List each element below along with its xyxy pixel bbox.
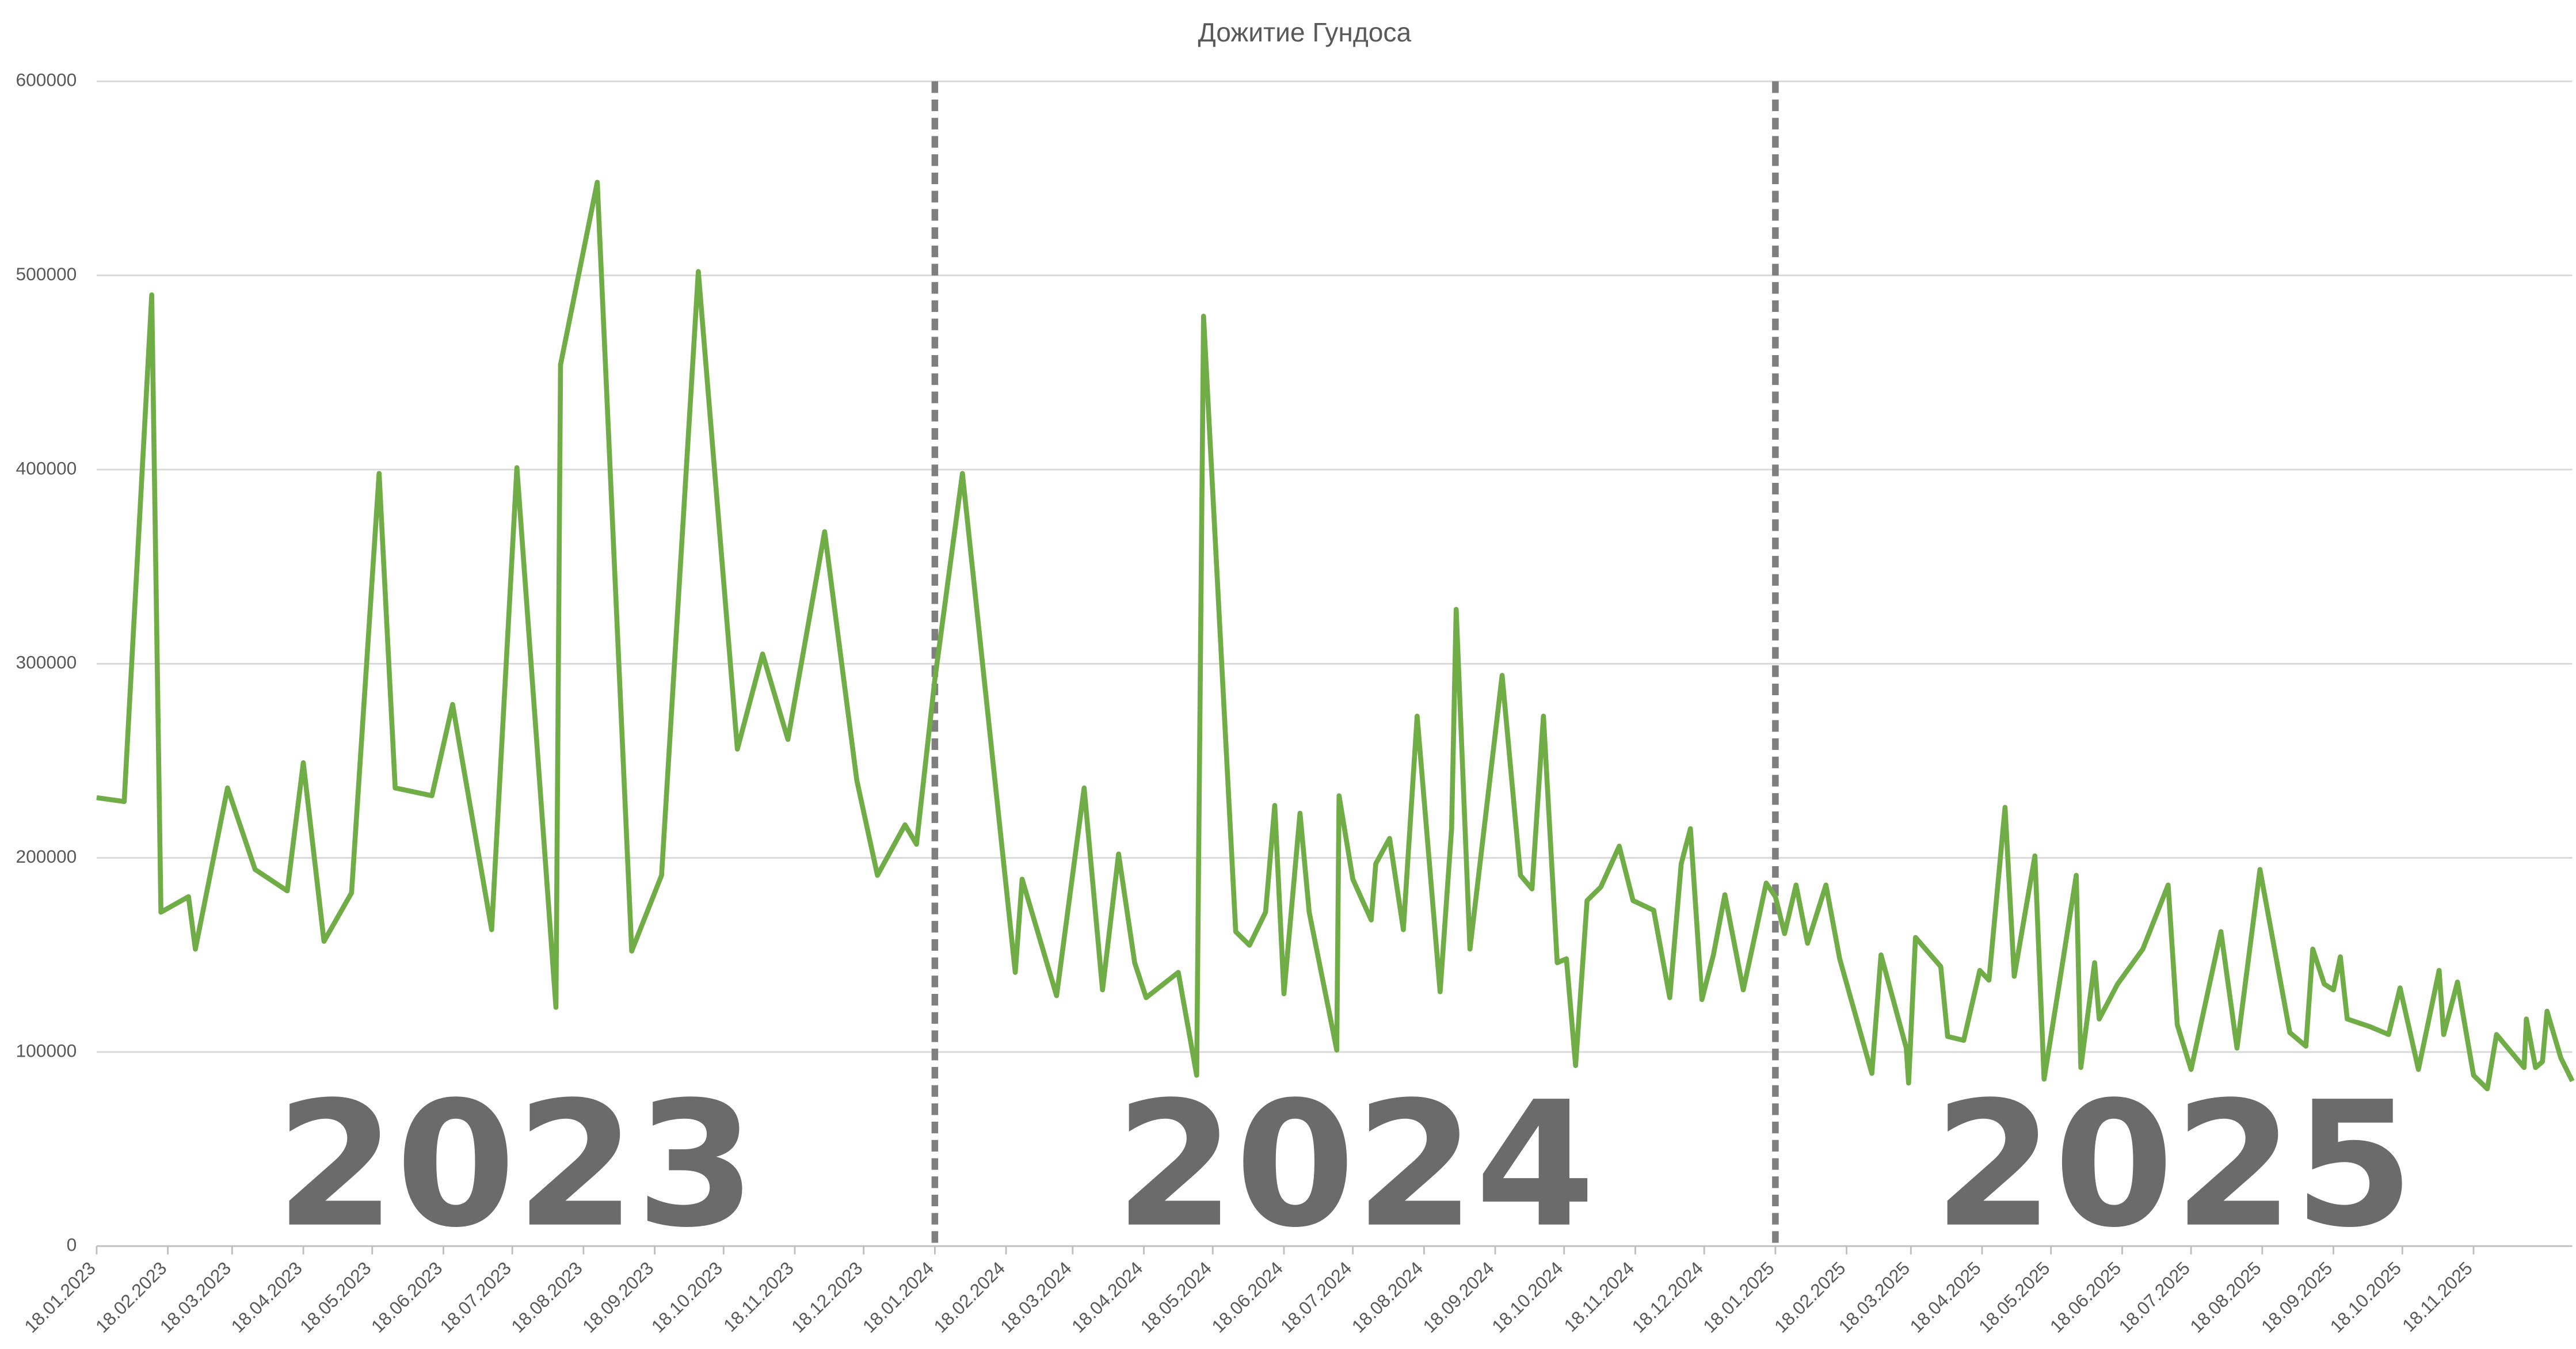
y-tick-label: 200000 (16, 846, 77, 867)
y-tick-label: 500000 (16, 264, 77, 284)
x-tick-label: 18.05.2024 (1137, 1257, 1216, 1337)
x-tick-label: 18.10.2025 (2326, 1257, 2406, 1337)
year-annotation: 2023 (276, 1065, 756, 1266)
x-tick-label: 18.08.2025 (2186, 1257, 2265, 1337)
x-tick-label: 18.01.2024 (859, 1257, 938, 1337)
x-tick-label: 18.03.2024 (996, 1257, 1076, 1337)
x-tick-label: 18.11.2024 (1560, 1257, 1638, 1336)
x-tick-label: 18.01.2023 (20, 1257, 100, 1337)
x-tick-label: 18.04.2023 (227, 1257, 306, 1337)
x-tick-label: 18.09.2024 (1419, 1257, 1498, 1337)
x-tick-label: 18.05.2023 (296, 1257, 375, 1337)
x-tick-label: 18.12.2024 (1628, 1257, 1707, 1337)
x-tick-label: 18.08.2023 (507, 1257, 586, 1337)
y-tick-label: 600000 (16, 70, 77, 90)
x-tick-label: 18.10.2023 (647, 1257, 727, 1337)
x-tick-label: 18.12.2023 (787, 1257, 867, 1337)
x-tick-label: 18.09.2025 (2257, 1257, 2337, 1337)
x-tick-label: 18.10.2024 (1488, 1257, 1567, 1337)
x-tick-label: 18.04.2025 (1906, 1257, 1985, 1337)
x-tick-label: 18.06.2025 (2046, 1257, 2125, 1337)
x-tick-label: 18.07.2024 (1276, 1257, 1356, 1337)
x-tick-label: 18.05.2025 (1975, 1257, 2054, 1337)
x-tick-label: 18.07.2023 (436, 1257, 515, 1337)
year-annotation: 2024 (1115, 1065, 1595, 1266)
x-tick-label: 18.09.2023 (578, 1257, 658, 1337)
x-tick-label: 18.07.2025 (2114, 1257, 2194, 1337)
x-tick-label: 18.06.2023 (367, 1257, 447, 1337)
y-tick-label: 400000 (16, 458, 77, 478)
data-line (96, 180, 2575, 1092)
x-tick-label: 18.06.2024 (1207, 1257, 1287, 1337)
y-tick-label: 0 (67, 1234, 77, 1255)
x-tick-label: 18.11.2023 (719, 1257, 798, 1336)
chart-title: Дожитие Гундоса (1198, 17, 1412, 47)
y-tick-label: 100000 (16, 1040, 77, 1061)
x-tick-label: 18.02.2024 (929, 1257, 1009, 1337)
x-tick-label: 18.04.2024 (1068, 1257, 1147, 1337)
year-annotation: 2025 (1934, 1065, 2414, 1266)
x-tick-label: 18.11.2025 (2398, 1257, 2476, 1336)
y-tick-label: 300000 (16, 652, 77, 673)
x-tick-label: 18.08.2024 (1348, 1257, 1427, 1337)
x-tick-label: 18.01.2025 (1699, 1257, 1778, 1337)
